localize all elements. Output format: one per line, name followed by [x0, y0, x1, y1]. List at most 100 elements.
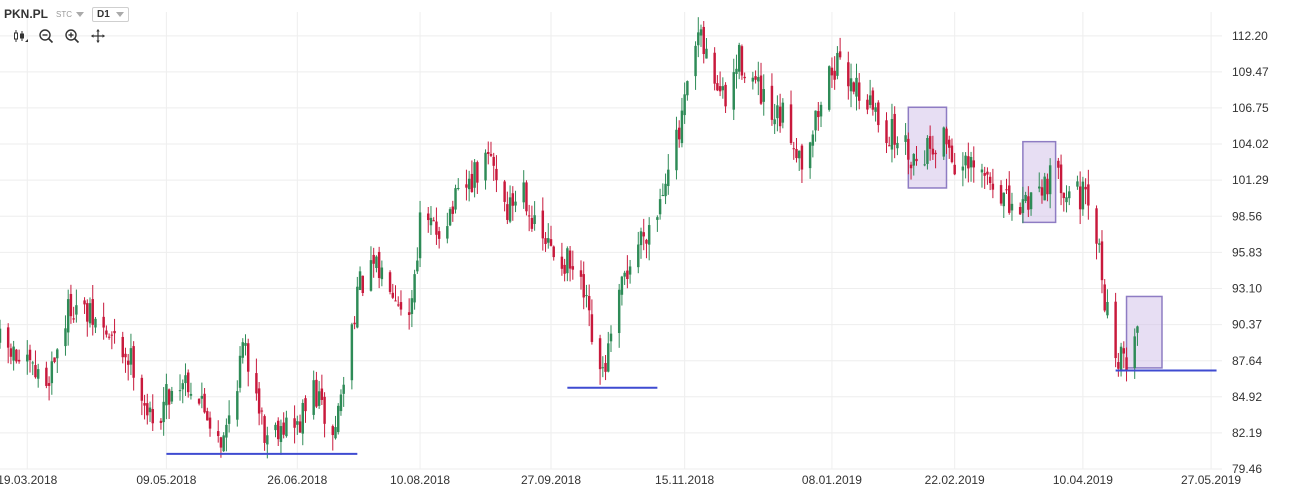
support-lines: [166, 369, 1217, 455]
candle: [86, 299, 89, 337]
candle: [1043, 172, 1046, 201]
candle-body: [274, 424, 277, 431]
candle: [751, 71, 755, 90]
zoom-in-icon[interactable]: [64, 28, 80, 44]
candle: [451, 200, 455, 222]
candle-body: [857, 82, 861, 101]
candle-body: [827, 66, 831, 110]
candle-body: [533, 215, 536, 225]
candle: [563, 258, 566, 282]
candle-body: [298, 421, 302, 433]
candle: [541, 197, 545, 251]
chart-tools: [12, 28, 106, 44]
candle-body: [737, 44, 741, 72]
candle-body: [427, 213, 430, 221]
candle-body: [680, 110, 684, 144]
candle: [702, 21, 705, 64]
candle: [953, 152, 956, 176]
candle: [413, 269, 416, 310]
candle-body: [484, 152, 487, 181]
candle-body: [6, 327, 10, 348]
candle: [342, 376, 345, 407]
y-tick-label: 95.83: [1232, 245, 1262, 259]
candle-body: [467, 178, 471, 190]
candle-body: [778, 106, 782, 127]
symbol-label[interactable]: PKN.PL: [4, 7, 49, 21]
candle: [1065, 185, 1068, 213]
candle: [585, 284, 588, 308]
candle: [988, 172, 992, 191]
candle: [397, 296, 400, 307]
candle: [514, 190, 517, 213]
candle: [91, 284, 94, 336]
candle-body: [967, 156, 970, 169]
candle-body: [797, 150, 801, 159]
move-icon[interactable]: [90, 28, 106, 44]
candle: [1048, 158, 1052, 209]
candle-body: [754, 76, 757, 80]
x-tick-label: 08.01.2019: [802, 473, 862, 487]
candle: [394, 285, 397, 302]
highlight-box[interactable]: [1125, 295, 1163, 369]
candle-body: [165, 384, 168, 406]
candle-body: [301, 402, 304, 434]
candle-body: [642, 232, 645, 237]
candle-body: [159, 420, 163, 423]
y-tick-label: 79.46: [1232, 462, 1262, 476]
chart-type-select[interactable]: STC: [56, 10, 85, 19]
candle-body: [847, 62, 850, 87]
candle-body: [1024, 194, 1027, 202]
candle: [836, 46, 839, 80]
candle: [9, 343, 13, 365]
candle: [781, 98, 785, 129]
candle-body: [1076, 181, 1079, 187]
candle-body: [645, 239, 648, 244]
candle: [874, 102, 877, 122]
timeframe-select[interactable]: D1: [92, 6, 129, 22]
candle-body: [257, 388, 261, 414]
candle: [609, 325, 613, 352]
candle: [1002, 192, 1006, 218]
candle-body: [639, 231, 643, 246]
candle: [399, 290, 403, 316]
candle-body: [833, 70, 836, 80]
candle: [789, 90, 793, 145]
candle-body: [983, 172, 986, 176]
candle-body: [181, 383, 184, 390]
chevron-down-icon: [76, 11, 85, 17]
candle-body: [609, 333, 613, 342]
zoom-out-icon[interactable]: [38, 28, 54, 44]
candlestick-icon[interactable]: [12, 28, 28, 44]
candle: [50, 351, 54, 395]
candle: [732, 58, 735, 121]
candle: [743, 72, 746, 84]
candle-body: [950, 145, 954, 163]
candle: [808, 141, 812, 179]
candle: [1010, 192, 1014, 221]
candle: [590, 299, 594, 345]
candle: [754, 70, 757, 84]
candle-body: [1103, 284, 1106, 311]
candle: [1117, 352, 1120, 377]
candle: [942, 126, 946, 161]
candle-body: [276, 420, 280, 440]
candle-body: [677, 127, 681, 140]
candle: [877, 100, 880, 133]
candle: [887, 136, 891, 147]
candle-body: [197, 398, 201, 404]
candle-body: [178, 390, 182, 392]
candle-body: [675, 129, 678, 171]
candle: [274, 422, 277, 438]
candle: [852, 81, 855, 95]
grid-layer: [0, 12, 1222, 470]
candle: [105, 325, 108, 338]
candle-body: [871, 90, 875, 110]
candle: [1068, 186, 1071, 206]
candle: [227, 400, 231, 433]
candle: [1008, 171, 1011, 215]
candle: [17, 349, 21, 364]
candle-body: [945, 128, 948, 145]
candle-body: [836, 52, 839, 76]
candle-body: [874, 107, 877, 112]
